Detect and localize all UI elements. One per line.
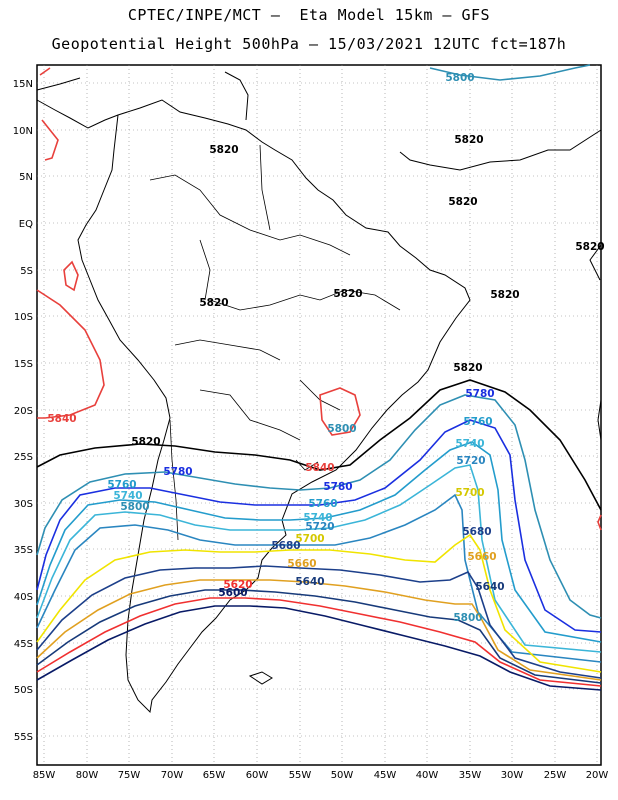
lat-tick-label: 30S: [14, 499, 33, 510]
contour-5840-west: [36, 289, 105, 419]
contour-5840-peru-cell: [63, 260, 79, 292]
contour-label-5840: 5840: [47, 413, 76, 425]
contour-label-5620: 5620: [223, 579, 252, 591]
lon-tick-label: 80W: [76, 770, 99, 781]
lat-tick-label: 55S: [14, 732, 33, 743]
falkland-islands: [248, 671, 273, 685]
contour-5800-top: [429, 64, 591, 81]
contour-5680: [36, 565, 602, 679]
contour-5740: [36, 464, 602, 653]
contour-label-5740: 5740: [113, 490, 142, 502]
contour-label-5760: 5760: [463, 416, 492, 428]
lon-tick-label: 30W: [501, 770, 524, 781]
contour-label-5800: 5800: [453, 612, 482, 624]
africa-coast: [399, 129, 602, 441]
lon-tick-label: 65W: [203, 770, 226, 781]
contour-5840-central-america: [39, 67, 59, 161]
contour-5760: [36, 441, 602, 643]
contour-5720: [36, 493, 602, 663]
lon-tick-label: 35W: [459, 770, 482, 781]
lon-tick-label: 60W: [246, 770, 269, 781]
lat-tick-label: 35S: [14, 545, 33, 556]
contour-label-5780: 5780: [323, 481, 352, 493]
lon-tick-label: 85W: [33, 770, 56, 781]
contour-label-5820: 5820: [453, 362, 482, 374]
lat-tick-label: 5N: [19, 172, 33, 183]
contour-label-5800: 5800: [120, 501, 149, 513]
contour-label-5600: 5600: [218, 587, 247, 599]
contour-5840-brazil-cell: [319, 387, 361, 436]
contour-label-5740: 5740: [455, 438, 484, 450]
lon-tick-label: 45W: [374, 770, 397, 781]
lat-tick-label: 50S: [14, 685, 33, 696]
contour-label-5780: 5780: [163, 466, 192, 478]
contour-label-5820: 5820: [199, 297, 228, 309]
contour-label-5760: 5760: [308, 498, 337, 510]
lon-tick-label: 50W: [331, 770, 354, 781]
central-america: [36, 71, 249, 129]
contour-label-5700: 5700: [295, 533, 324, 545]
contour-5620: [36, 597, 602, 687]
contour-label-5820: 5820: [454, 134, 483, 146]
contour-label-5820: 5820: [209, 144, 238, 156]
latitude-labels: 15N 10N 5N EQ 5S 10S 15S 20S 25S 30S 35S 40S 45S 50S 5…: [13, 79, 33, 743]
south-america-coast: [77, 99, 471, 714]
lon-tick-label: 40W: [416, 770, 439, 781]
contour-label-5720: 5720: [456, 455, 485, 467]
lon-tick-label: 55W: [289, 770, 312, 781]
coastlines: [36, 71, 602, 714]
contour-5780: [36, 419, 602, 633]
lat-tick-label: 40S: [14, 592, 33, 603]
contour-label-5740: 5740: [303, 512, 332, 524]
lat-tick-label: 5S: [20, 266, 33, 277]
longitude-labels: 85W 80W 75W 70W 65W 60W 55W 50W 45W 40W 35W 30W 25W 2…: [33, 770, 609, 781]
contour-label-5700: 5700: [455, 487, 484, 499]
contour-label-5640: 5640: [475, 581, 504, 593]
contour-5800: [36, 394, 602, 619]
contour-label-5820: 5820: [575, 241, 604, 253]
contour-label-5820: 5820: [448, 196, 477, 208]
title-line-2: Geopotential Height 500hPa – 15/03/2021 …: [51, 35, 567, 53]
height-contours: [36, 64, 602, 691]
lat-tick-label: 15N: [13, 79, 33, 90]
lat-tick-label: 10S: [14, 312, 33, 323]
contour-label-5660: 5660: [287, 558, 316, 570]
contour-label-5800: 5800: [445, 72, 474, 84]
contour-label-5760: 5760: [107, 479, 136, 491]
contour-5820-north: [36, 379, 602, 511]
contour-label-5680: 5680: [462, 526, 491, 538]
map-frame: [36, 64, 602, 766]
contour-5840-east-edge: [597, 514, 602, 531]
lat-tick-label: 15S: [14, 359, 33, 370]
contour-5640: [36, 589, 602, 684]
lat-tick-label: 45S: [14, 639, 33, 650]
contour-label-5720: 5720: [305, 521, 334, 533]
lon-tick-label: 25W: [544, 770, 567, 781]
contour-label-5820: 5820: [490, 289, 519, 301]
lat-tick-label: 20S: [14, 406, 33, 417]
contour-label-5780: 5780: [465, 388, 494, 400]
contour-label-5820: 5820: [131, 436, 160, 448]
contour-label-5820: 5820: [333, 288, 362, 300]
lon-tick-label: 75W: [118, 770, 141, 781]
contour-5700: [36, 533, 602, 673]
lat-tick-label: EQ: [19, 219, 33, 230]
contour-label-5800: 5800: [327, 423, 356, 435]
title-line-1: CPTEC/INPE/MCT – Eta Model 15km – GFS: [127, 6, 491, 24]
lon-tick-label: 20W: [586, 770, 609, 781]
lat-tick-label: 25S: [14, 452, 33, 463]
contour-5600: [36, 605, 602, 691]
contour-label-5660: 5660: [467, 551, 496, 563]
contour-label-5640: 5640: [295, 576, 324, 588]
contour-label-5840: 5840: [305, 462, 334, 474]
contour-label-5680: 5680: [271, 540, 300, 552]
graticule: [37, 65, 601, 765]
lat-tick-label: 10N: [13, 126, 33, 137]
contour-5660: [36, 579, 602, 681]
contour-value-labels: 5800 5820 5820 5820 5820 5820 5820 5820 5820 5820…: [47, 72, 604, 624]
lon-tick-label: 70W: [161, 770, 184, 781]
